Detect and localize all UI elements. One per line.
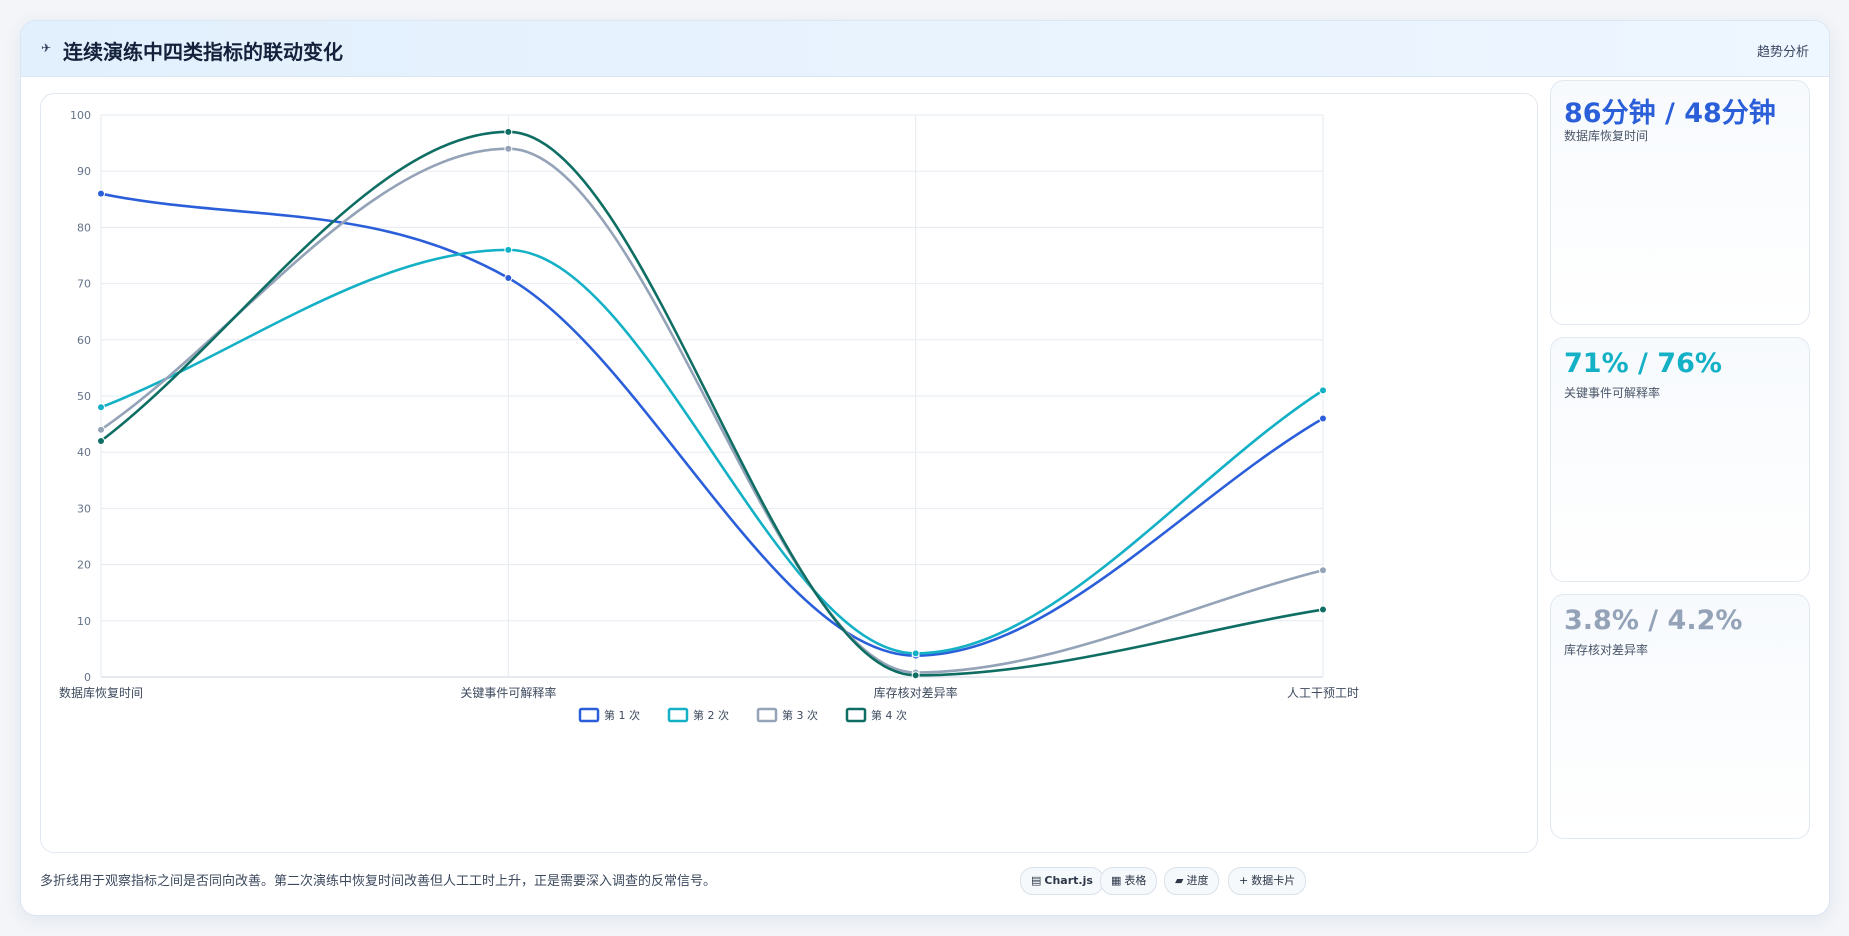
data-point: [504, 273, 513, 282]
data-point: [911, 649, 920, 658]
data-point: [97, 436, 105, 445]
tag-progress[interactable]: ▰ 进度: [1164, 867, 1220, 895]
dashboard-card: ✈ 连续演练中四类指标的联动变化 趋势分析 0 10 20 30 40 50 60 70 80 9…: [20, 20, 1830, 916]
stat-label: 库存核对差异率: [1564, 643, 1649, 657]
tag-label: Chart.js: [1044, 874, 1093, 887]
tag-chartjs[interactable]: ▤ Chart.js: [1020, 867, 1104, 895]
x-tick-label: 数据库恢复时间: [59, 685, 143, 700]
legend-swatch: [756, 707, 778, 723]
tag-label: 表格: [1124, 874, 1147, 887]
stat-card-inventory-diff: 3.8% / 4.2% 库存核对差异率: [1550, 594, 1810, 839]
data-point: [97, 189, 105, 198]
footer-note: 多折线用于观察指标之间是否同向改善。第二次演练中恢复时间改善但人工工时上升，正是…: [40, 874, 717, 889]
y-tick-label: 10: [77, 615, 91, 628]
data-point: [97, 403, 105, 412]
data-point: [911, 671, 920, 680]
line-chart: 0 10 20 30 40 50 60 70 80 90 100 数据库恢复时间 关键事件可解释率 库存核…: [59, 109, 1359, 723]
table-icon: ▦: [1111, 874, 1122, 887]
chart-panel: 0 10 20 30 40 50 60 70 80 90 100 数据库恢复时间 关键事件可解释率 库存核…: [40, 93, 1538, 853]
y-tick-label: 0: [84, 671, 91, 684]
stat-value: 3.8% / 4.2%: [1564, 605, 1743, 636]
y-tick-label: 70: [77, 278, 91, 291]
plane-icon: ✈: [41, 41, 52, 55]
y-tick-label: 100: [70, 109, 91, 122]
trend-analysis-label: 趋势分析: [1756, 45, 1809, 60]
data-point: [97, 425, 105, 434]
data-point: [1319, 566, 1327, 575]
tag-label: 数据卡片: [1251, 874, 1296, 887]
stat-value: 86分钟 / 48分钟: [1564, 98, 1776, 129]
legend-label: 第 3 次: [782, 708, 818, 722]
stat-card-event-explain: 71% / 76% 关键事件可解释率: [1550, 337, 1810, 582]
x-tick-label: 库存核对差异率: [874, 685, 958, 700]
data-point: [504, 144, 513, 153]
page-title: 连续演练中四类指标的联动变化: [63, 40, 343, 64]
series-line-4: [100, 130, 1324, 677]
y-tick-label: 20: [77, 559, 91, 572]
card-header: ✈ 连续演练中四类指标的联动变化 趋势分析: [21, 21, 1829, 77]
y-tick-label: 30: [77, 502, 91, 515]
progress-icon: ▰: [1175, 874, 1184, 887]
stat-value: 71% / 76%: [1564, 348, 1722, 379]
legend-label: 第 1 次: [604, 708, 640, 722]
y-tick-label: 50: [77, 390, 91, 403]
tag-data-card[interactable]: + 数据卡片: [1228, 867, 1307, 895]
data-point: [504, 245, 513, 254]
data-point: [504, 127, 513, 136]
stat-card-db-recovery: 86分钟 / 48分钟 数据库恢复时间: [1550, 80, 1810, 325]
chart-icon: ▤: [1031, 874, 1042, 887]
series-line-2: [100, 248, 1324, 655]
legend-label: 第 2 次: [693, 708, 729, 722]
x-tick-label: 人工干预工时: [1287, 686, 1359, 700]
x-tick-label: 关键事件可解释率: [460, 685, 556, 700]
tag-table[interactable]: ▦ 表格: [1100, 867, 1158, 895]
data-point: [1319, 414, 1327, 423]
stat-label: 关键事件可解释率: [1564, 386, 1661, 400]
y-tick-label: 90: [77, 165, 91, 178]
y-tick-label: 80: [77, 221, 91, 234]
stat-label: 数据库恢复时间: [1564, 129, 1649, 143]
data-point: [1319, 605, 1327, 614]
tag-label: 进度: [1186, 874, 1209, 887]
legend-swatch: [578, 707, 600, 723]
y-tick-label: 60: [77, 334, 91, 347]
legend-label: 第 4 次: [871, 708, 907, 722]
y-tick-label: 40: [77, 446, 91, 459]
series-line-1: [100, 192, 1324, 657]
data-point: [1319, 386, 1327, 395]
plus-icon: +: [1239, 874, 1249, 887]
legend-swatch: [845, 707, 867, 723]
series-line-3: [100, 147, 1324, 674]
legend-swatch: [667, 707, 689, 723]
